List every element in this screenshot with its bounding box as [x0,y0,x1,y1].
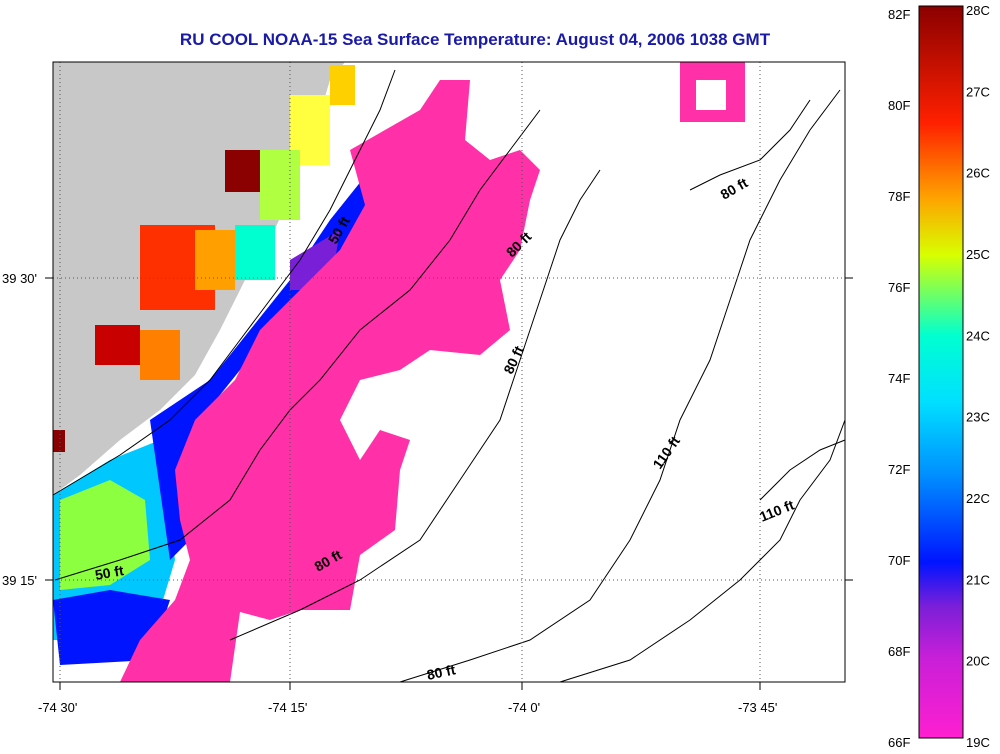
colorbar-c-label: 27C [966,84,990,99]
y-tick-label: 39 15' [2,573,37,588]
graticule [53,62,845,682]
x-tick-label: -74 0' [508,700,540,715]
colorbar-c-label: 20C [966,654,990,669]
axis-ticks [45,277,853,690]
y-tick-label: 39 30' [2,271,37,286]
x-tick-label: -74 30' [38,700,77,715]
contour-label: 50 ft [94,562,125,583]
plot-area: -74 30' -74 15' -74 0' -73 45' 39 30' 39… [2,61,853,715]
colorbar-c-label: 19C [966,735,990,750]
colorbar-f-label: 78F [888,189,910,204]
x-tick-label: -74 15' [268,700,307,715]
colorbar-c-label: 21C [966,572,990,587]
colorbar-f-label: 72F [888,462,910,477]
sst-warm-areas [53,65,355,452]
colorbar-c-label: 23C [966,410,990,425]
colorbar-f-label: 66F [888,735,910,750]
colorbar: 82F 80F 78F 76F 74F 72F 70F 68F 66F 28C 27C 26C 25C… [888,3,990,750]
colorbar-f-label: 80F [888,98,910,113]
colorbar-f-label: 76F [888,280,910,295]
contour-label: 80 ft [425,661,457,683]
colorbar-f-label: 74F [888,371,910,386]
colorbar-c-label: 24C [966,328,990,343]
colorbar-gradient [918,5,964,739]
colorbar-c-label: 26C [966,166,990,181]
colorbar-f-label: 68F [888,644,910,659]
colorbar-c-label: 22C [966,491,990,506]
bathymetry-contours [52,69,846,683]
colorbar-c-label: 28C [966,3,990,18]
colorbar-f-label: 70F [888,553,910,568]
colorbar-f-label: 82F [888,7,910,22]
x-tick-label: -73 45' [738,700,777,715]
colorbar-c-label: 25C [966,247,990,262]
map-title: RU COOL NOAA-15 Sea Surface Temperature:… [179,30,771,49]
sst-cold-water [120,80,540,682]
